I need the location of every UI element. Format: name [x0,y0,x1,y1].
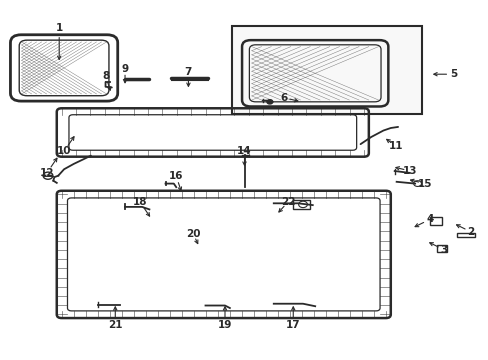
Text: 15: 15 [417,179,431,189]
Text: 14: 14 [237,146,251,156]
Bar [456,233,474,237]
Text: 22: 22 [281,197,295,207]
Text: 10: 10 [57,146,71,156]
Text: 18: 18 [132,197,146,207]
Bar [232,26,422,114]
Bar [429,217,441,225]
Text: 2: 2 [467,227,474,237]
Text: 20: 20 [185,229,200,239]
Text: 21: 21 [108,320,122,330]
Text: 8: 8 [102,71,109,81]
Text: 16: 16 [169,171,183,181]
Text: 4: 4 [425,215,432,224]
Bar [436,244,446,252]
Bar [293,200,310,209]
Text: 5: 5 [449,69,457,79]
Text: 7: 7 [184,67,192,77]
Text: 17: 17 [285,320,300,330]
Text: 9: 9 [121,64,128,74]
Text: 11: 11 [387,141,402,151]
Text: 1: 1 [56,23,62,33]
Text: 13: 13 [402,166,417,176]
Text: 6: 6 [279,93,286,103]
Circle shape [266,100,272,104]
Text: 19: 19 [217,320,232,330]
Text: 12: 12 [40,168,54,178]
Text: 3: 3 [440,245,447,255]
